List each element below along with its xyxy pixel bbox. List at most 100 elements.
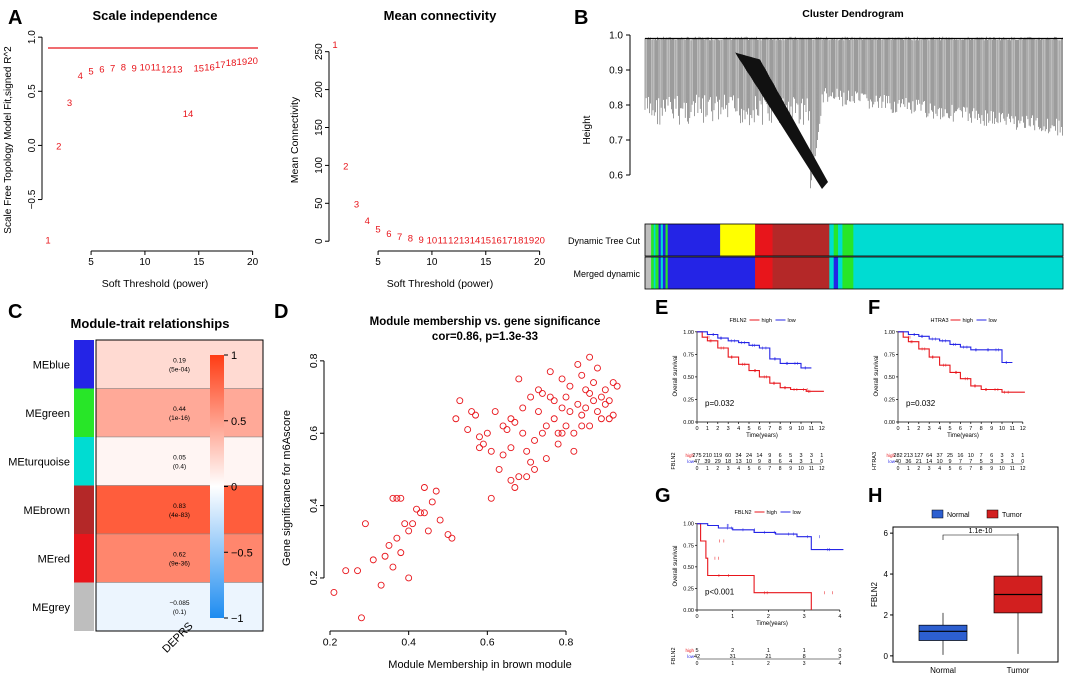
y-tick-label: 1.00 (683, 522, 694, 528)
risk-count: 4 (789, 459, 792, 465)
y-tick-label: 150 (314, 119, 325, 136)
color-row-frame (644, 223, 1064, 257)
risk-count: 60 (725, 453, 731, 459)
p-value: p=0.032 (906, 399, 936, 408)
box-normal (918, 624, 968, 641)
module-color-segment (667, 224, 721, 256)
scatter-point (586, 353, 594, 361)
y-tick-label: 0.00 (683, 420, 694, 426)
panel-letter-c: C (8, 301, 22, 323)
chart-title: Scale independence (93, 8, 218, 23)
y-tick-label: 0.25 (683, 586, 694, 592)
scatter-point (511, 418, 519, 426)
p-value: p=0.032 (705, 399, 735, 408)
cell-correlation: 0.62 (173, 551, 186, 558)
legend-label-high: high (767, 510, 777, 516)
scatter-point (369, 556, 377, 564)
scatter-point (452, 415, 460, 423)
survival-curve-low (898, 331, 1013, 364)
point-label: 14 (183, 109, 194, 120)
scatter-point (507, 444, 515, 452)
legend-label-low: low (793, 510, 801, 516)
scatter-point (381, 552, 389, 560)
x-tick-label: 7 (768, 426, 771, 432)
y-tick-label: 50 (314, 197, 325, 209)
module-color-segment (660, 257, 664, 289)
risk-count: 47 (694, 459, 700, 465)
scatter-point (397, 549, 405, 557)
legend-swatch-normal (931, 509, 944, 519)
module-color-segment (842, 257, 854, 289)
cell-correlation: 0.83 (173, 503, 186, 510)
module-color-segment (667, 257, 756, 289)
point-label: 1 (332, 40, 337, 51)
x-tick-label: 4 (938, 426, 941, 432)
y-tick-label: 0.7 (609, 136, 623, 147)
risk-x-tick: 6 (758, 466, 761, 472)
point-label: 2 (56, 141, 61, 152)
risk-count: 37 (937, 453, 943, 459)
scatter-point (413, 505, 420, 513)
module-color-segment (829, 224, 835, 256)
point-label: 20 (247, 56, 258, 67)
risk-x-tick: 2 (767, 661, 770, 667)
scatter-point (405, 574, 413, 582)
risk-x-tick: 7 (768, 466, 771, 472)
x-axis-label: Time(years) (756, 621, 788, 627)
y-tick-label: 0.0 (27, 138, 38, 152)
point-label: 12 (448, 236, 459, 247)
risk-count: 213 (904, 453, 913, 459)
point-label: 5 (88, 67, 93, 78)
scatter-point (582, 404, 590, 412)
scatter-point (613, 382, 621, 390)
legend-label-tumor: Tumor (1002, 512, 1023, 519)
color-row-label: Dynamic Tree Cut (568, 236, 641, 246)
point-label: 16 (491, 236, 502, 247)
risk-count: 9 (768, 453, 771, 459)
risk-count: 8 (803, 654, 806, 660)
heatmap-frame (95, 339, 264, 632)
y-tick-label: 2 (884, 611, 889, 620)
risk-x-tick: 12 (819, 466, 825, 472)
point-label: 15 (480, 236, 491, 247)
scatter-point (420, 509, 428, 517)
risk-count: 5 (789, 453, 792, 459)
x-tick-label: 1 (907, 426, 910, 432)
scatter-point (448, 534, 456, 542)
x-tick-label: 3 (803, 614, 806, 620)
risk-x-tick: 2 (716, 466, 719, 472)
y-tick-label: 0.75 (884, 352, 895, 358)
risk-count: 6 (990, 453, 993, 459)
scatter-point (389, 494, 397, 502)
scatter-point (354, 567, 361, 575)
scatter-point (558, 375, 566, 383)
x-tick-label: 10 (426, 257, 438, 268)
y-tick-label: 0.75 (683, 352, 694, 358)
y-tick-label: 1.0 (27, 30, 38, 44)
scatter-point (550, 397, 558, 405)
module-color-segment (833, 257, 839, 289)
risk-table-label: FBLN2 (671, 647, 677, 664)
risk-row-name: low (687, 654, 695, 659)
y-axis-label: Height (582, 115, 593, 144)
scatter-point (405, 527, 413, 535)
scatter-point (464, 426, 472, 434)
y-tick-label: 4 (884, 570, 889, 579)
scatter-point (507, 415, 515, 423)
module-color-segment (838, 257, 843, 289)
scatter-point (586, 422, 594, 430)
significance-bracket (942, 534, 1019, 540)
module-color-segment (755, 224, 773, 256)
point-label: 18 (226, 58, 237, 69)
dendrogram-dense-branch (735, 52, 828, 189)
point-label: 11 (438, 236, 448, 247)
scatter-point (605, 415, 613, 423)
y-tick-label: 0.9 (609, 66, 623, 77)
scatter-point (377, 581, 385, 589)
risk-x-tick: 9 (990, 466, 993, 472)
survival-curve-low (697, 331, 812, 369)
x-axis-label: Time(years) (947, 433, 979, 439)
point-label: 5 (375, 224, 380, 235)
scatter-point (487, 447, 495, 455)
